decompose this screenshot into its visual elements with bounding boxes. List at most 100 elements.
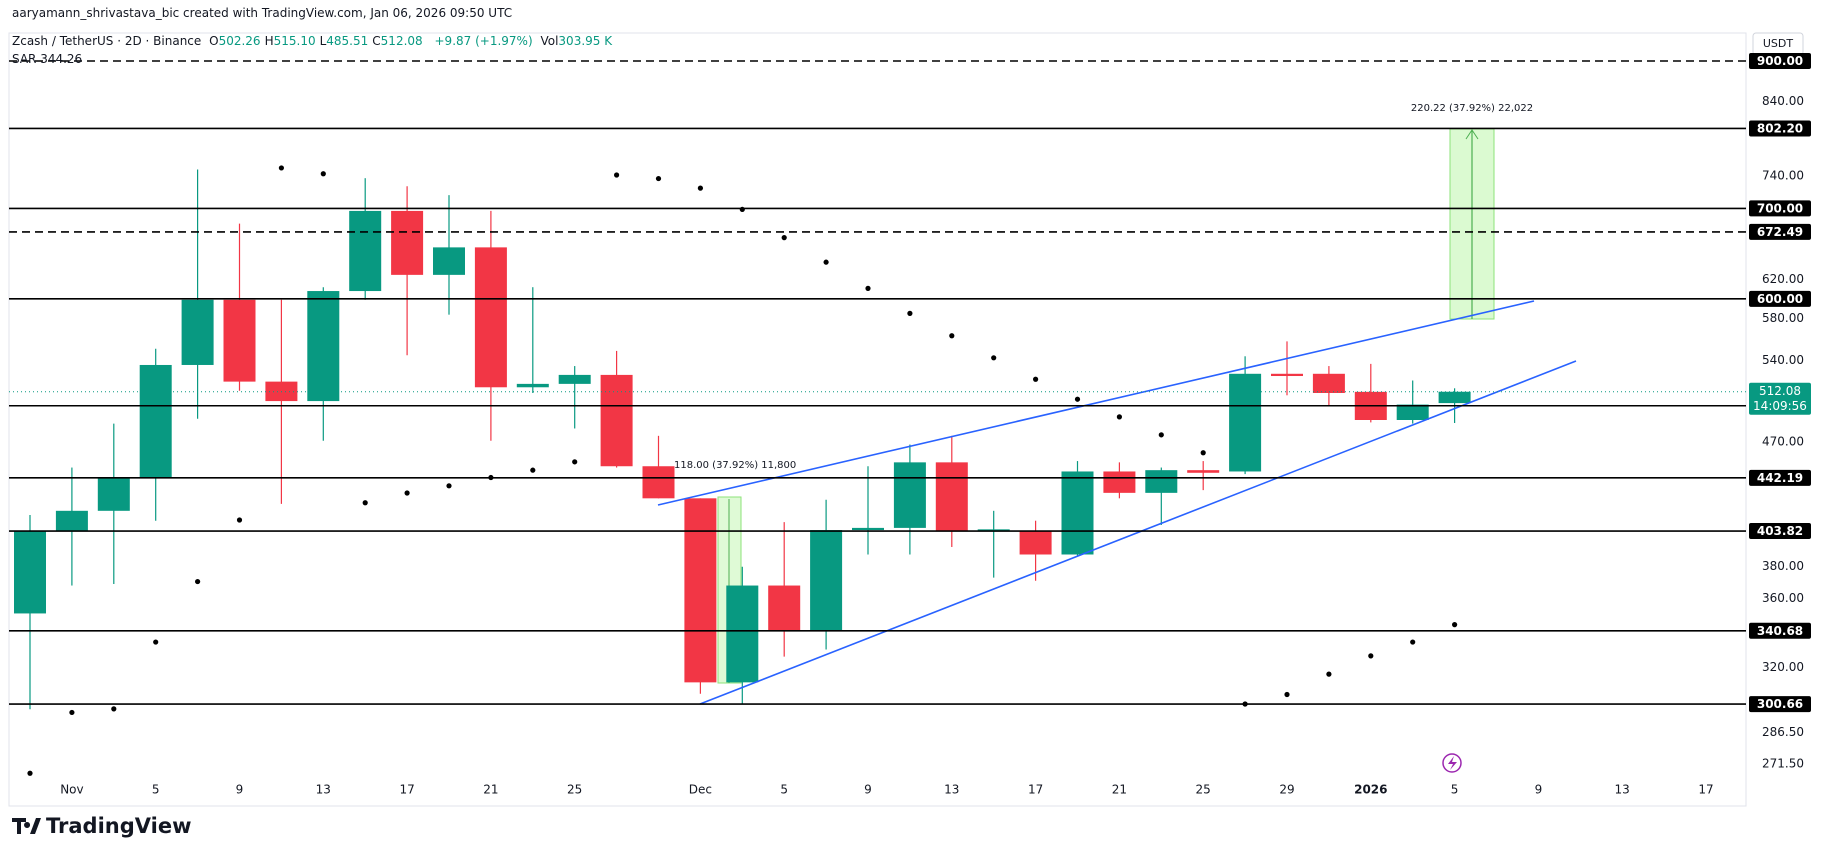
- sar-dot: [1326, 671, 1332, 677]
- level-label: 802.20: [1757, 121, 1803, 135]
- x-tick-label: 9: [236, 783, 244, 797]
- sar-dot: [1410, 639, 1416, 645]
- sar-dot: [991, 355, 997, 361]
- sar-dot: [1368, 653, 1374, 659]
- sar-dot: [530, 467, 536, 473]
- symbol[interactable]: Zcash / TetherUS · 2D · Binance: [12, 34, 202, 48]
- y-tick-label: 380.00: [1762, 559, 1804, 573]
- candle-body: [223, 299, 256, 382]
- sar-legend: SAR 344.26: [12, 52, 83, 66]
- x-tick-label: 2026: [1354, 783, 1387, 797]
- candle-body: [181, 299, 214, 365]
- sar-dot: [1158, 432, 1164, 438]
- candle-body: [1019, 530, 1052, 555]
- candle-body: [1271, 373, 1303, 377]
- candle-body: [1187, 470, 1220, 473]
- level-label: 300.66: [1757, 697, 1803, 711]
- sar-dot: [278, 165, 284, 171]
- level-label: 403.82: [1757, 524, 1803, 538]
- ohlc-key: L: [319, 34, 327, 48]
- level-label-box: [1749, 523, 1811, 540]
- x-tick-label: 17: [399, 783, 414, 797]
- ohlc-value: 515.10: [273, 34, 316, 48]
- x-tick-label: 13: [1615, 783, 1630, 797]
- level-label-box: [1749, 696, 1811, 713]
- ohlc-key: C: [372, 34, 381, 48]
- currency-label: USDT: [1763, 37, 1794, 50]
- sar-dot: [739, 206, 745, 213]
- y-tick-label: 360.00: [1762, 591, 1804, 605]
- ohlc-key: H: [264, 34, 274, 48]
- x-tick-label: 21: [483, 783, 498, 797]
- x-tick-label: 29: [1279, 783, 1294, 797]
- sar-dot: [781, 235, 787, 241]
- y-tick-label: 470.00: [1762, 435, 1804, 449]
- candle-body: [1396, 404, 1429, 420]
- ohlc: O502.26 H515.10 L485.51 C512.08: [209, 34, 427, 48]
- level-label: 900.00: [1757, 54, 1803, 68]
- y-tick-label: 620.00: [1762, 272, 1804, 286]
- sar-dot: [1284, 691, 1290, 698]
- y-tick-label: 540.00: [1762, 353, 1804, 367]
- logo-icon: [12, 818, 41, 834]
- x-tick-label: 5: [1451, 783, 1459, 797]
- current-price-box: [1749, 382, 1811, 415]
- candle-body: [139, 364, 172, 479]
- candle-body: [642, 466, 675, 499]
- sar-dot: [823, 259, 829, 265]
- candle-body: [307, 291, 340, 402]
- sar-dot: [153, 639, 159, 645]
- level-label-box: [1749, 120, 1811, 137]
- candle-body: [474, 247, 507, 388]
- level-label-box: [1749, 290, 1811, 307]
- current-price-label: 512.08: [1759, 384, 1801, 398]
- x-tick-label: Dec: [689, 783, 712, 797]
- sar-dot: [446, 483, 452, 489]
- sar-dot: [404, 490, 410, 496]
- level-label-box: [1749, 200, 1811, 217]
- x-tick-label: 25: [567, 783, 582, 797]
- candle-body: [684, 498, 717, 683]
- ohlc-value: 502.26: [218, 34, 261, 48]
- candle-body: [349, 210, 382, 292]
- x-tick-label: 13: [944, 783, 959, 797]
- x-tick-label: 9: [864, 783, 872, 797]
- sar-dot: [865, 285, 871, 291]
- sar-dot: [614, 172, 620, 178]
- change: +9.87 (+1.97%): [434, 34, 533, 48]
- y-tick-label: 840.00: [1762, 94, 1804, 108]
- sar-dot: [27, 770, 33, 776]
- candle-body: [1061, 471, 1094, 555]
- candle-body: [433, 247, 465, 275]
- sar-dot: [572, 459, 578, 465]
- sar-dot: [195, 578, 201, 585]
- candle-body: [1229, 373, 1262, 472]
- candle-body: [893, 462, 926, 528]
- x-tick-label: 25: [1196, 783, 1211, 797]
- logo-text: TradingView: [46, 814, 191, 838]
- y-tick-label: 320.00: [1762, 660, 1804, 674]
- x-tick-label: 21: [1112, 783, 1127, 797]
- attribution: aaryamann_shrivastava_bic created with T…: [12, 6, 513, 20]
- candle-body: [391, 210, 424, 275]
- x-tick-label: 5: [152, 783, 160, 797]
- y-tick-label: 286.50: [1762, 725, 1804, 739]
- measure-arrowhead: [1465, 129, 1479, 140]
- vol-key: Vol: [540, 34, 559, 48]
- sar-dot: [949, 333, 955, 339]
- measure-label: 118.00 (37.92%) 11,800: [674, 460, 796, 471]
- sar-dot: [697, 185, 704, 191]
- x-tick-label: 5: [780, 783, 788, 797]
- y-tick-label: 740.00: [1762, 168, 1804, 182]
- candle-body: [1103, 471, 1136, 493]
- y-tick-label: 580.00: [1762, 311, 1804, 325]
- ohlc-value: 485.51: [326, 34, 369, 48]
- x-tick-label: 17: [1698, 783, 1713, 797]
- candle-body: [1145, 470, 1178, 493]
- candle-body: [558, 374, 591, 384]
- y-tick-label: 271.50: [1762, 756, 1804, 770]
- event-icon[interactable]: [1442, 753, 1462, 773]
- sar-dot: [1200, 450, 1206, 456]
